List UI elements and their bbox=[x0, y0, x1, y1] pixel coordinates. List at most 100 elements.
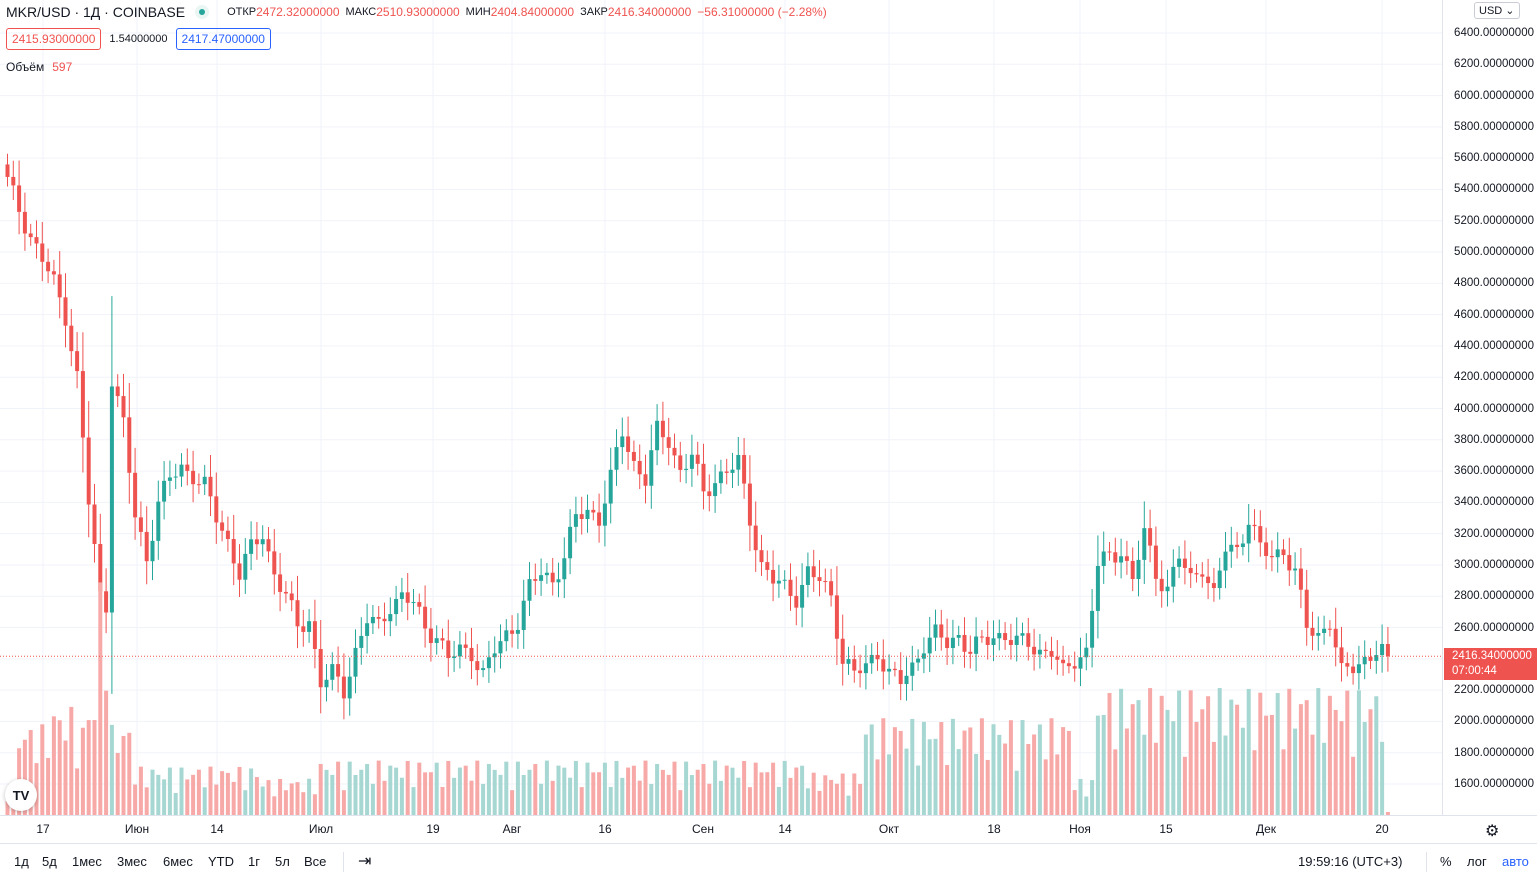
candle-body bbox=[602, 503, 607, 526]
volume-bar bbox=[747, 787, 752, 815]
candle-body bbox=[1235, 544, 1240, 548]
candle-body bbox=[51, 271, 56, 275]
volume-bar bbox=[910, 718, 915, 815]
volume-bar bbox=[185, 779, 190, 815]
range-6m-button[interactable]: 6мес bbox=[163, 854, 193, 869]
buy-price-button[interactable]: 2417.47000000 bbox=[175, 28, 271, 50]
candle-body bbox=[1368, 656, 1373, 661]
volume-bar bbox=[921, 721, 926, 815]
volume-legend[interactable]: Объём 597 bbox=[6, 60, 72, 74]
candle-body bbox=[1061, 659, 1066, 664]
candle-body bbox=[1072, 666, 1077, 669]
volume-bar bbox=[1223, 735, 1228, 815]
volume-bar bbox=[382, 780, 387, 815]
candle-body bbox=[1351, 666, 1356, 674]
candle-body bbox=[428, 628, 433, 644]
volume-bar bbox=[1008, 720, 1013, 815]
volume-bar bbox=[341, 790, 346, 815]
candle-body bbox=[411, 602, 416, 604]
candle-body bbox=[417, 602, 422, 607]
volume-bar bbox=[353, 774, 358, 815]
range-1m-button[interactable]: 1мес bbox=[72, 854, 102, 869]
range-5d-button[interactable]: 5д bbox=[42, 854, 57, 869]
candle-body bbox=[672, 447, 677, 456]
log-scale-button[interactable]: лог bbox=[1467, 854, 1487, 869]
volume-bar bbox=[527, 769, 532, 815]
volume-bar bbox=[1304, 700, 1309, 815]
volume-bar bbox=[376, 760, 381, 815]
volume-bar bbox=[254, 777, 259, 815]
candle-body bbox=[649, 450, 654, 486]
volume-bar bbox=[1194, 721, 1199, 815]
candle-body bbox=[34, 237, 39, 244]
time-axis[interactable]: ⚙ 17 Июн 14 Июл 19 Авг 16 Сен 14 Окт 18 Ноя 15 Дек 20 bbox=[0, 815, 1537, 844]
volume-bar bbox=[823, 775, 828, 815]
candle-body bbox=[1240, 543, 1245, 548]
candle-body bbox=[179, 464, 184, 477]
candle-body bbox=[626, 436, 631, 452]
candle-body bbox=[753, 525, 758, 551]
volume-bar bbox=[173, 792, 178, 815]
candle-body bbox=[974, 636, 979, 654]
candle-body bbox=[382, 618, 387, 622]
symbol-title[interactable]: MKR/USD · 1Д · COINBASE bbox=[6, 4, 186, 20]
volume-bar bbox=[133, 784, 138, 815]
range-1d-button[interactable]: 1д bbox=[14, 854, 29, 869]
candle-body bbox=[979, 636, 984, 638]
volume-bar bbox=[208, 766, 213, 815]
chart-plot-area[interactable] bbox=[0, 0, 1442, 815]
candle-body bbox=[492, 653, 497, 658]
candle-body bbox=[353, 647, 358, 677]
volume-bar bbox=[1380, 741, 1385, 815]
candle-body bbox=[1380, 643, 1385, 656]
volume-bar bbox=[1095, 715, 1100, 815]
candle-body bbox=[765, 562, 770, 570]
candle-body bbox=[1014, 635, 1019, 645]
range-all-button[interactable]: Все bbox=[304, 854, 327, 869]
candle-body bbox=[544, 572, 549, 576]
currency-button[interactable]: USD ⌄ bbox=[1474, 2, 1520, 19]
range-3m-button[interactable]: 3мес bbox=[117, 854, 147, 869]
volume-bar bbox=[1113, 749, 1118, 815]
range-1y-button[interactable]: 1г bbox=[248, 854, 260, 869]
volume-bar bbox=[811, 772, 816, 815]
price-tick-label: 4400.00000000 bbox=[1454, 339, 1534, 352]
auto-scale-button[interactable]: авто bbox=[1502, 854, 1529, 869]
candle-body bbox=[747, 483, 752, 526]
last-price-tag: 2416.34000000 07:00:44 bbox=[1444, 648, 1537, 681]
range-5y-button[interactable]: 5л bbox=[275, 854, 290, 869]
tradingview-logo[interactable]: TV bbox=[5, 779, 37, 811]
volume-bar bbox=[295, 782, 300, 815]
toolbar-divider-right bbox=[1426, 852, 1427, 872]
volume-bar bbox=[1107, 693, 1112, 815]
volume-bar bbox=[573, 760, 578, 815]
date-range-icon[interactable]: ⇥ bbox=[358, 853, 372, 870]
candle-body bbox=[57, 274, 62, 298]
range-ytd-button[interactable]: YTD bbox=[208, 854, 234, 869]
volume-bar bbox=[602, 762, 607, 815]
volume-bar bbox=[869, 724, 874, 815]
gear-icon[interactable]: ⚙ bbox=[1485, 823, 1500, 840]
candle-body bbox=[1148, 528, 1153, 546]
candle-body bbox=[1066, 663, 1071, 667]
candle-body bbox=[916, 658, 921, 663]
volume-bar bbox=[1188, 690, 1193, 815]
candlestick-chart[interactable] bbox=[0, 0, 1442, 815]
volume-bar bbox=[481, 783, 486, 815]
candle-body bbox=[231, 538, 236, 564]
volume-bar bbox=[608, 786, 613, 815]
volume-bar bbox=[504, 761, 509, 815]
candle-body bbox=[457, 644, 462, 657]
volume-bar bbox=[1310, 734, 1315, 815]
volume-bar bbox=[933, 738, 938, 815]
clock-timezone[interactable]: 19:59:16 (UTC+3) bbox=[1298, 854, 1403, 869]
high-label: МАКС bbox=[345, 6, 377, 18]
percent-scale-button[interactable]: % bbox=[1440, 854, 1452, 869]
price-axis[interactable]: 6400.00000000 6200.00000000 6000.00000000 5… bbox=[1442, 0, 1537, 815]
volume-bar bbox=[950, 718, 955, 815]
sell-price-button[interactable]: 2415.93000000 bbox=[6, 28, 102, 50]
volume-bar bbox=[620, 777, 625, 815]
candle-body bbox=[167, 477, 172, 481]
candle-body bbox=[1211, 583, 1216, 589]
volume-bar bbox=[63, 740, 68, 815]
